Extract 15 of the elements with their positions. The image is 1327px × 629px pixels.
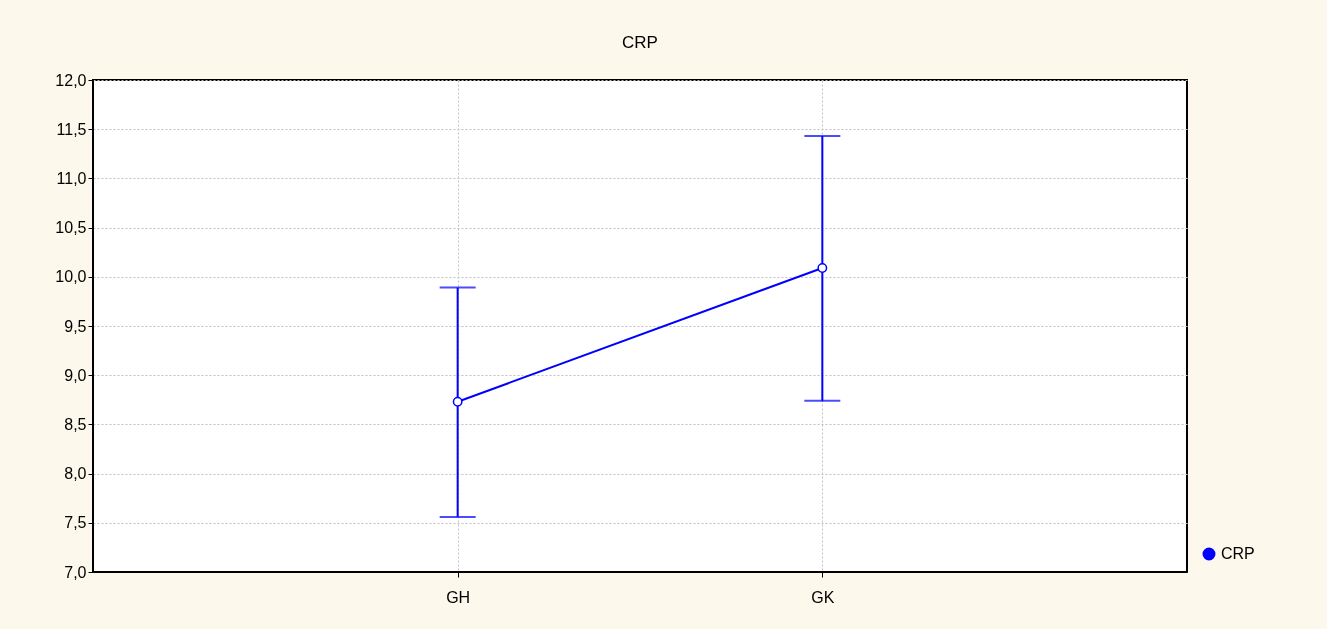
x-tick-label: GK: [811, 588, 835, 606]
y-tick-label: 10,5: [55, 219, 87, 237]
y-tick-label: 11,0: [56, 169, 87, 187]
legend-label: CRP: [1221, 545, 1255, 562]
x-tick-label: GH: [446, 588, 471, 606]
y-tick-label: 11,5: [56, 120, 87, 138]
y-tick-label: 9,0: [64, 366, 87, 384]
y-tick-label: 9,5: [64, 317, 87, 335]
y-tick-label: 8,5: [64, 415, 87, 433]
chart-title: CRP: [622, 33, 658, 52]
y-tick-label: 7,0: [64, 563, 87, 581]
y-tick-label: 7,5: [64, 514, 87, 532]
y-tick-label: 8,0: [64, 465, 87, 483]
y-tick-label: 12,0: [55, 71, 87, 89]
y-tick-label: 10,0: [55, 268, 87, 286]
